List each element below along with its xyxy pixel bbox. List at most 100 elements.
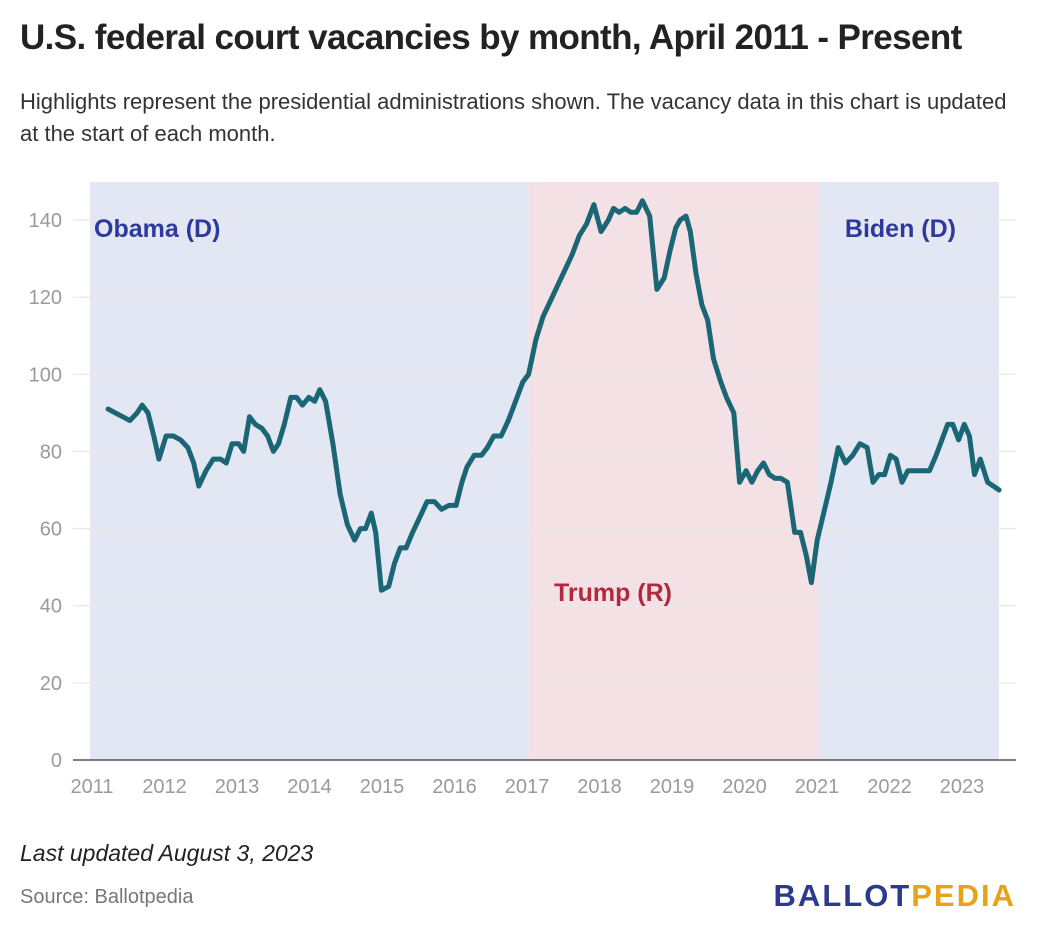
data-point <box>940 438 944 442</box>
x-tick-label-2011: 2011 <box>70 776 113 798</box>
data-point <box>888 453 892 457</box>
data-point <box>277 442 281 446</box>
band-trump <box>528 182 819 760</box>
x-axis: 2011 2012 2013 2014 2015 2016 2017 2018 2019 2020… <box>70 776 984 798</box>
logo-part-pedia: PEDIA <box>911 878 1016 913</box>
x-tick-label-2015: 2015 <box>360 776 405 798</box>
data-point <box>548 299 552 303</box>
data-point <box>865 446 869 450</box>
data-point <box>271 449 275 453</box>
y-tick-label-80: 80 <box>40 441 62 463</box>
data-point <box>678 218 682 222</box>
data-point <box>106 407 110 411</box>
data-point <box>906 469 910 473</box>
data-point <box>485 446 489 450</box>
x-tick-label-2019: 2019 <box>650 776 695 798</box>
y-tick-label-140: 140 <box>29 210 62 232</box>
data-point <box>432 500 436 504</box>
data-point <box>756 469 760 473</box>
data-point <box>135 411 139 415</box>
data-point <box>946 422 950 426</box>
data-point <box>822 511 826 515</box>
data-point <box>465 465 469 469</box>
data-point <box>928 469 932 473</box>
data-point <box>617 210 621 214</box>
x-tick-label-2018: 2018 <box>577 776 622 798</box>
data-point <box>242 449 246 453</box>
data-point <box>425 500 429 504</box>
x-tick-label-2014: 2014 <box>287 776 332 798</box>
data-point <box>113 411 117 415</box>
data-point <box>991 484 995 488</box>
data-point <box>171 434 175 438</box>
data-point <box>379 588 383 592</box>
data-point <box>844 461 848 465</box>
x-tick-label-2021: 2021 <box>795 776 840 798</box>
data-point <box>253 422 257 426</box>
data-point <box>374 530 378 534</box>
data-point <box>623 206 627 210</box>
administration-labels: Obama (D) Trump (R) Biden (D) <box>94 215 956 607</box>
data-point <box>364 527 368 531</box>
data-point <box>237 442 241 446</box>
data-point <box>541 314 545 318</box>
data-point <box>577 233 581 237</box>
data-point <box>192 461 196 465</box>
data-point <box>556 284 560 288</box>
data-point <box>829 480 833 484</box>
data-point <box>836 446 840 450</box>
data-point <box>307 395 311 399</box>
y-tick-label-120: 120 <box>29 287 62 309</box>
data-point <box>472 453 476 457</box>
data-point <box>418 515 422 519</box>
data-point <box>204 469 208 473</box>
data-point <box>331 442 335 446</box>
data-point <box>282 422 286 426</box>
data-point <box>499 434 503 438</box>
data-point <box>725 395 729 399</box>
data-point <box>767 473 771 477</box>
data-point <box>773 476 777 480</box>
data-point <box>684 214 688 218</box>
data-point <box>353 538 357 542</box>
data-point <box>211 457 215 461</box>
data-point <box>871 480 875 484</box>
data-point <box>962 422 966 426</box>
data-point <box>978 457 982 461</box>
data-point <box>700 303 704 307</box>
data-point <box>877 473 881 477</box>
x-tick-label-2013: 2013 <box>215 776 260 798</box>
band-obama <box>90 182 529 760</box>
band-label-biden: Biden (D) <box>845 215 956 243</box>
series-group <box>105 198 1002 593</box>
ballotpedia-logo[interactable]: BALLOTPEDIA <box>774 878 1016 914</box>
y-tick-label-20: 20 <box>40 673 62 695</box>
logo-part-ballot: BALLOT <box>773 878 912 913</box>
data-point <box>606 218 610 222</box>
data-point <box>266 434 270 438</box>
data-point <box>454 503 458 507</box>
data-point <box>750 480 754 484</box>
x-tick-label-2016: 2016 <box>432 776 477 798</box>
data-point <box>706 318 710 322</box>
data-point <box>648 214 652 218</box>
data-point <box>164 434 168 438</box>
data-point <box>635 210 639 214</box>
data-point <box>411 530 415 534</box>
administration-bands <box>90 182 999 760</box>
data-point <box>934 453 938 457</box>
data-point <box>668 249 672 253</box>
band-label-trump: Trump (R) <box>554 579 672 607</box>
data-point <box>300 403 304 407</box>
x-tick-label-2012: 2012 <box>142 776 187 798</box>
data-point <box>393 561 397 565</box>
data-point <box>219 457 223 461</box>
data-point <box>404 546 408 550</box>
data-point <box>629 210 633 214</box>
data-point <box>585 222 589 226</box>
source-note: Source: Ballotpedia <box>20 886 194 908</box>
y-tick-label-40: 40 <box>40 596 62 618</box>
y-tick-label-60: 60 <box>40 519 62 541</box>
data-point <box>248 415 252 419</box>
